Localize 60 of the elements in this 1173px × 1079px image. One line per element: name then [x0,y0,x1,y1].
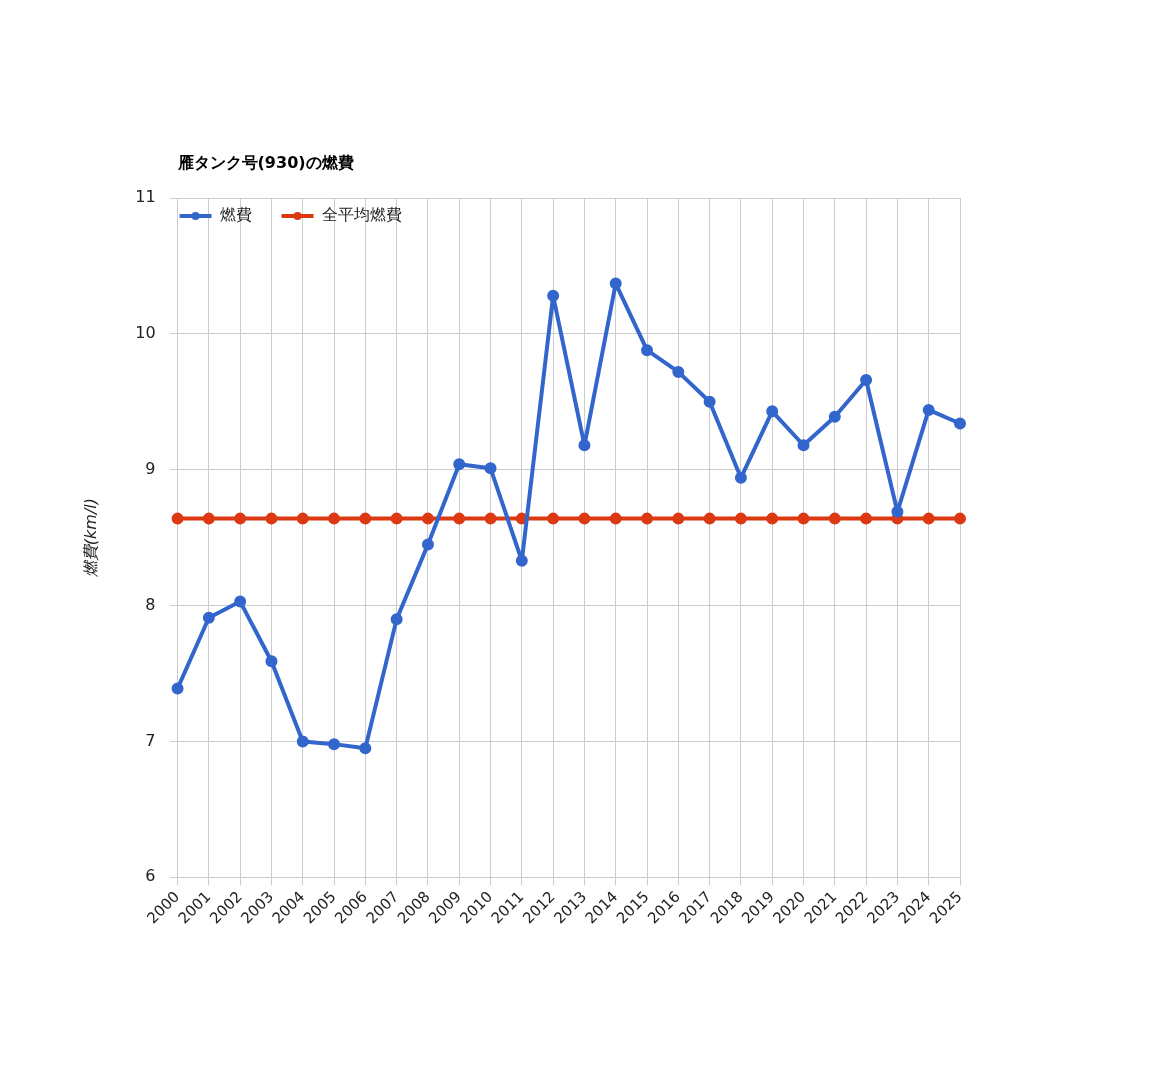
point [641,344,654,357]
y-tick-label: 8 [145,594,156,614]
point [359,742,372,755]
point [234,595,247,608]
legend-label: 全平均燃費 [321,205,402,225]
legend-label: 燃費 [219,205,252,225]
point [421,512,434,525]
y-tick-label: 10 [135,323,156,343]
chart-title: 雁タンク号(930)の燃費 [176,153,354,173]
y-axis-title: 燃費(km/l) [80,498,100,579]
point [703,395,716,408]
point [860,512,873,525]
point [328,512,341,525]
point [578,512,591,525]
point [797,439,810,452]
point [202,611,215,624]
point [265,655,278,668]
point [641,512,654,525]
y-tick-label: 11 [135,187,156,207]
point [328,738,341,751]
point [609,512,622,525]
point [202,512,215,525]
point [578,439,591,452]
point [797,512,810,525]
point [390,613,403,626]
point [672,512,685,525]
point [609,277,622,290]
point [484,512,497,525]
point [954,512,966,525]
point [703,512,716,525]
point [828,512,841,525]
point [296,735,309,748]
point [453,512,466,525]
point [171,512,184,525]
point [547,512,560,525]
point [359,512,372,525]
point [234,512,247,525]
point [891,505,904,518]
point [265,512,278,525]
point [922,403,935,416]
point [860,374,873,387]
point [390,512,403,525]
point [922,512,935,525]
point [734,471,747,484]
point [828,410,841,423]
point [766,405,779,418]
y-tick-label: 9 [145,458,156,478]
point [547,289,560,302]
point [672,365,685,378]
y-tick-label: 7 [145,730,156,750]
point [515,554,528,567]
y-tick-label: 6 [145,866,156,886]
point [766,512,779,525]
point [296,512,309,525]
point [171,682,184,695]
point [734,512,747,525]
point [421,538,434,551]
point [954,417,966,430]
point [453,458,466,471]
point [484,462,497,475]
